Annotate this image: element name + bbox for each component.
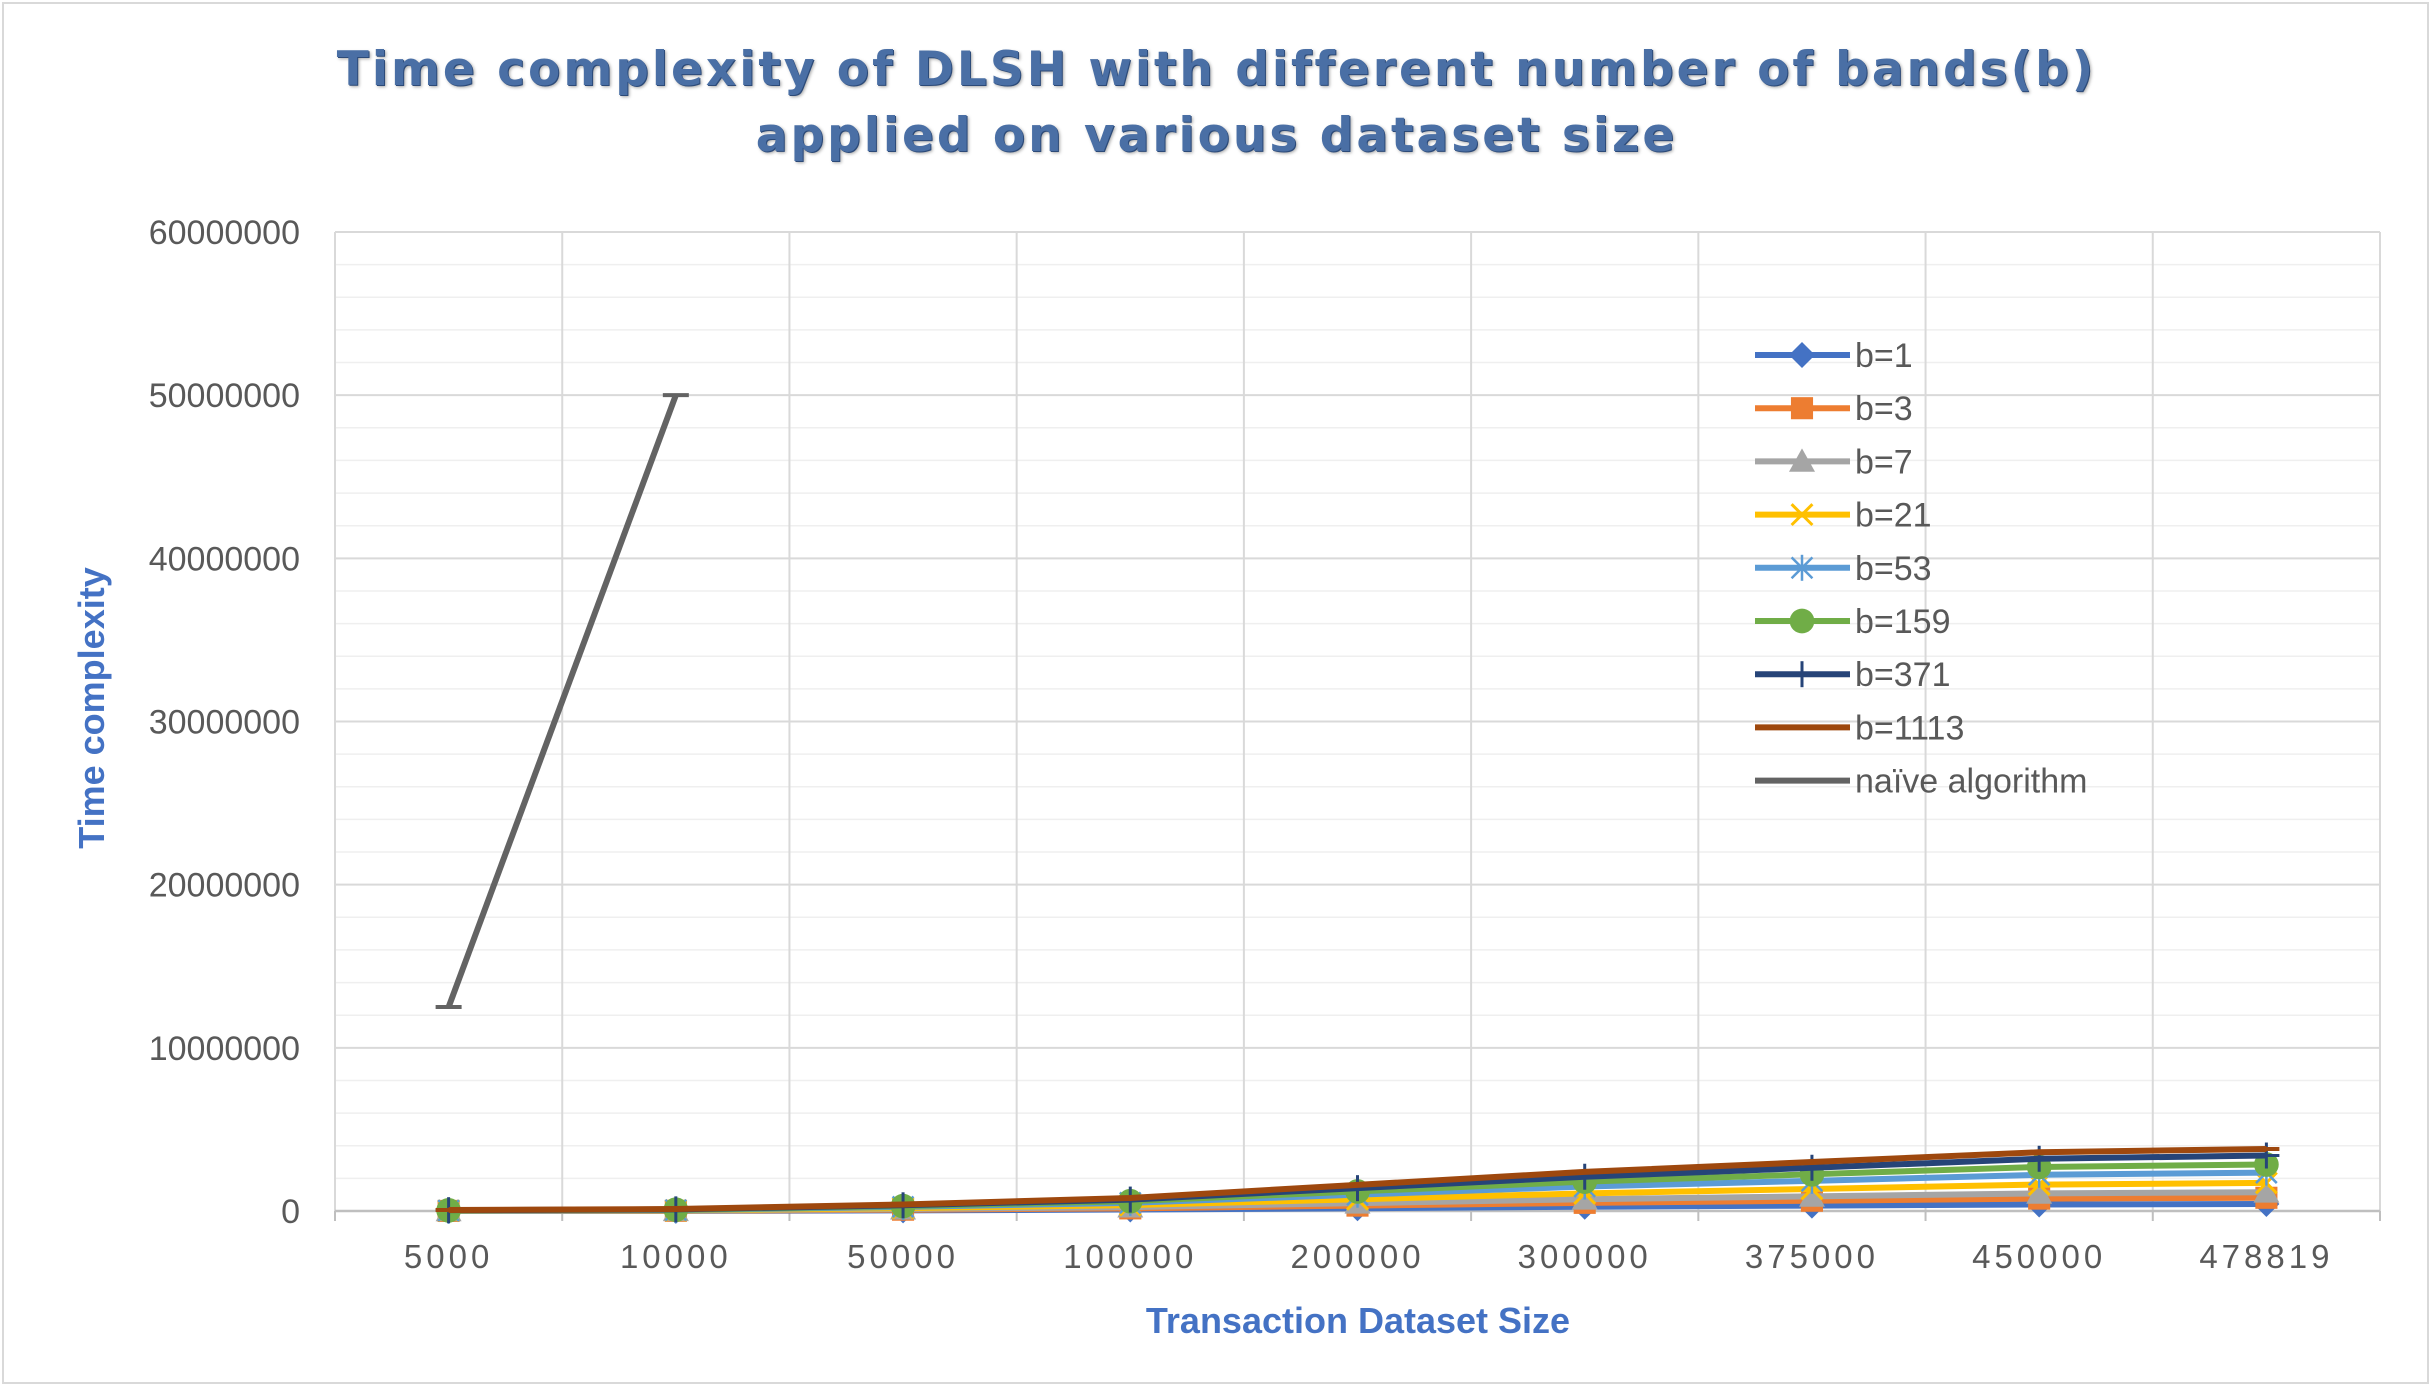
y-tick-label: 0	[281, 1193, 300, 1231]
data-point	[2253, 1179, 2280, 1203]
legend-marker	[1790, 397, 1814, 420]
x-tick-label: 300000	[1518, 1238, 1652, 1275]
legend-marker	[1790, 503, 1814, 527]
data-point	[1798, 1183, 1825, 1207]
legend-label: b=3	[1855, 390, 1913, 428]
x-tick-label: 450000	[1972, 1238, 2106, 1275]
series-na-ve-algorithm	[435, 393, 689, 1010]
series-layer	[435, 393, 2280, 1224]
legend-label: b=7	[1855, 443, 1913, 481]
data-point	[2026, 1180, 2053, 1204]
legend-label: b=1113	[1855, 709, 1964, 747]
y-axis-label: Time complexity	[71, 567, 112, 848]
legend-item: b=1	[1755, 337, 1913, 375]
legend-marker	[1789, 448, 1815, 472]
legend-item: b=159	[1755, 603, 1951, 641]
legend-label: b=21	[1855, 497, 1932, 535]
legend-marker	[1789, 608, 1815, 634]
x-tick-label: 50000	[847, 1238, 959, 1275]
x-tick-label: 10000	[620, 1238, 732, 1275]
data-point	[2253, 1142, 2280, 1169]
x-tick-label: 100000	[1063, 1238, 1197, 1275]
legend: b=1 b=3 b=7 b=21 b=53 b=159 b=371 b=1113 naïve a…	[1755, 337, 2087, 801]
legend-label: naïve algorithm	[1855, 763, 2087, 801]
legend-marker	[1789, 342, 1815, 368]
legend-label: b=53	[1855, 550, 1932, 588]
chart-title-line-1: Time complexity of DLSH with different n…	[336, 42, 2097, 97]
x-tick-label: 375000	[1745, 1238, 1879, 1275]
x-tick-label: 200000	[1290, 1238, 1424, 1275]
legend-label: b=1	[1855, 337, 1913, 375]
legend-marker	[1789, 661, 1815, 688]
y-tick-label: 10000000	[149, 1030, 300, 1068]
legend-item: b=53	[1755, 550, 1932, 588]
chart-title-line-2: applied on various dataset size	[755, 108, 1678, 163]
legend-item: b=1113	[1755, 709, 1964, 747]
y-tick-label: 30000000	[149, 704, 300, 742]
x-axis-label: Transaction Dataset Size	[1146, 1300, 1570, 1341]
y-tick-label: 60000000	[149, 214, 300, 252]
legend-label: b=159	[1855, 603, 1951, 641]
legend-item: b=21	[1755, 497, 1932, 535]
y-tick-label: 50000000	[149, 377, 300, 415]
axis-layer: 0 10000000 20000000 30000000 40000000 5000000…	[149, 214, 2381, 1275]
x-tick-label: 5000	[404, 1238, 493, 1275]
grid-layer	[334, 231, 2381, 1212]
legend-item: b=371	[1755, 656, 1951, 694]
legend-label: b=371	[1855, 656, 1951, 694]
legend-item: b=3	[1755, 390, 1913, 428]
legend-item: b=7	[1755, 443, 1913, 481]
legend-item: naïve algorithm	[1755, 763, 2087, 801]
data-point	[1571, 1163, 1598, 1190]
y-tick-label: 40000000	[149, 540, 300, 578]
series-line	[445, 394, 679, 1009]
legend-marker	[1790, 554, 1814, 581]
series-b-1113	[435, 1145, 2280, 1214]
y-tick-label: 20000000	[149, 867, 300, 905]
marker-stroke	[1790, 503, 1814, 527]
x-tick-label: 478819	[2199, 1238, 2333, 1275]
